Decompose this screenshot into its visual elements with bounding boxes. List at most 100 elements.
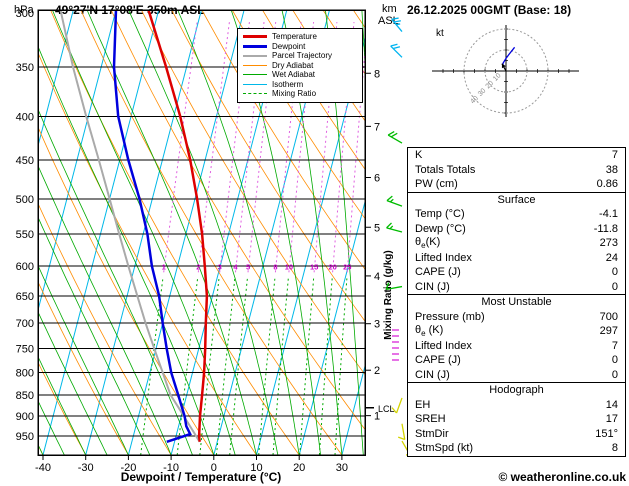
indices-row: Lifted Index 7 — [408, 339, 625, 354]
indices-row: CIN (J) 0 — [408, 368, 625, 383]
index-value: 0.86 — [596, 178, 618, 191]
pressure-axis-unit: hPa — [14, 4, 34, 16]
mixing-ratio-line-lower — [199, 278, 220, 455]
index-value: 7 — [611, 339, 618, 352]
legend-item: Mixing Ratio — [243, 89, 360, 99]
indices-row: SREH 17 — [408, 412, 625, 427]
mixing-ratio-line-lower — [258, 278, 276, 455]
mixing-ratio-value-label: 1 — [162, 262, 166, 271]
indices-box-header: Surface — [408, 193, 625, 208]
indices-row: Totals Totals 38 — [408, 163, 625, 178]
isotherm-line — [85, 10, 202, 455]
temp-tick-label: -30 — [78, 462, 94, 474]
indices-row: StmSpd (kt) 8 — [408, 441, 625, 456]
index-value: 0 — [611, 368, 618, 381]
legend-item: Dry Adiabat — [243, 61, 360, 71]
datetime-title: 26.12.2025 00GMT (Base: 18) — [407, 3, 572, 17]
index-label: Lifted Index — [415, 251, 472, 264]
parcel-trajectory-curve — [59, 10, 201, 443]
indices-row: CAPE (J) 0 — [408, 265, 625, 280]
wind-barb — [386, 222, 403, 233]
mixing-ratio-value-label: 10 — [285, 262, 293, 271]
indices-box: K 7 Totals Totals 38 PW (cm) 0.86 — [407, 147, 626, 193]
legend-line-sample — [243, 93, 267, 95]
index-value: 297 — [599, 325, 618, 338]
storm-motion-arrowhead — [501, 63, 506, 69]
index-label: StmSpd (kt) — [415, 442, 474, 455]
indices-box-header: Most Unstable — [408, 295, 625, 310]
isotherm-line — [42, 10, 160, 455]
isotherm-line — [127, 10, 245, 455]
legend-item-label: Temperature — [272, 32, 317, 42]
pressure-tick-label: 800 — [16, 368, 34, 380]
mixing-ratio-value-label: 5 — [246, 262, 250, 271]
mixing-ratio-axis-title: Mixing Ratio (g/kg) — [383, 250, 394, 339]
indices-row: Dewp (°C) -11.8 — [408, 222, 625, 237]
pressure-tick-label: 550 — [16, 229, 34, 241]
sounding-curves: 1 2 3 4 5 8 10 15 20 25 — [59, 10, 351, 443]
dewpoint-curve — [112, 10, 192, 443]
pressure-tick-label: 700 — [16, 318, 34, 330]
altitude-axis-unit-km: km — [382, 3, 397, 15]
temp-tick-label: -40 — [35, 462, 51, 474]
legend-item: Parcel Trajectory — [243, 51, 360, 61]
dry-adiabat-line — [262, 10, 365, 170]
legend-item: Isotherm — [243, 80, 360, 90]
index-label: Pressure (mb) — [415, 310, 485, 323]
mixing-ratio-value-label: 20 — [328, 262, 336, 271]
index-value: 8 — [611, 442, 618, 455]
index-label: CIN (J) — [415, 368, 450, 381]
temp-tick-label: -10 — [163, 462, 179, 474]
temp-tick-label: 20 — [293, 462, 305, 474]
pressure-tick-label: 650 — [16, 291, 34, 303]
index-value: 38 — [605, 163, 618, 176]
km-tick-label: 6 — [374, 173, 380, 185]
legend-item: Dewpoint — [243, 42, 360, 52]
mixing-ratio-value-label: 4 — [233, 262, 238, 271]
legend-line-sample — [243, 64, 267, 66]
mixing-ratio-value-label: 15 — [310, 262, 318, 271]
lcl-label: LCL — [378, 404, 395, 414]
temp-tick-label: 10 — [250, 462, 262, 474]
altitude-axis-unit-asl: ASL — [378, 15, 399, 27]
index-value: 24 — [605, 251, 618, 264]
index-value: 0 — [611, 266, 618, 279]
legend-line-sample — [243, 54, 267, 57]
dry-adiabat-line — [38, 361, 87, 455]
wind-barb — [390, 43, 403, 58]
isotherm-line — [38, 10, 74, 148]
index-label: StmDir — [415, 427, 449, 440]
index-value: 0 — [611, 354, 618, 367]
pressure-tick-label: 900 — [16, 411, 34, 423]
index-value: -4.1 — [599, 208, 618, 221]
legend-item-label: Dewpoint — [272, 41, 306, 51]
legend-item-label: Isotherm — [272, 79, 304, 89]
index-value: 273 — [599, 237, 618, 250]
isotherm-line — [298, 199, 365, 455]
dry-adiabat-line — [231, 10, 365, 220]
pressure-tick-label: 750 — [16, 344, 34, 356]
hodograph-ring-label: 30 — [477, 87, 488, 98]
indices-box: Most Unstable Pressure (mb) 700 θe (K) 297 Li… — [407, 294, 626, 383]
index-value: 0 — [611, 280, 618, 293]
temperature-curve — [147, 10, 209, 442]
indices-row: θe(K) 273 — [408, 236, 625, 251]
index-label: Dewp (°C) — [415, 222, 466, 235]
mixing-ratio-line-lower — [176, 278, 199, 455]
index-label: PW (cm) — [415, 178, 458, 191]
wind-barb — [391, 17, 403, 32]
index-value: 151° — [595, 427, 618, 440]
pressure-tick-label: 300 — [16, 8, 34, 20]
mixing-ratio-value-label: 3 — [218, 262, 222, 271]
index-label: SREH — [415, 413, 446, 426]
legend-item-label: Dry Adiabat — [272, 60, 314, 70]
mixing-ratio-line-lower — [334, 278, 348, 455]
pressure-tick-label: 400 — [16, 111, 34, 123]
hodograph-ring-label: 40 — [469, 95, 480, 106]
mixing-ratio-value-label: 8 — [273, 262, 277, 271]
legend-line-sample — [243, 83, 267, 85]
wind-barb — [387, 130, 403, 144]
legend-line-sample — [243, 44, 267, 48]
pressure-tick-label: 600 — [16, 261, 34, 273]
